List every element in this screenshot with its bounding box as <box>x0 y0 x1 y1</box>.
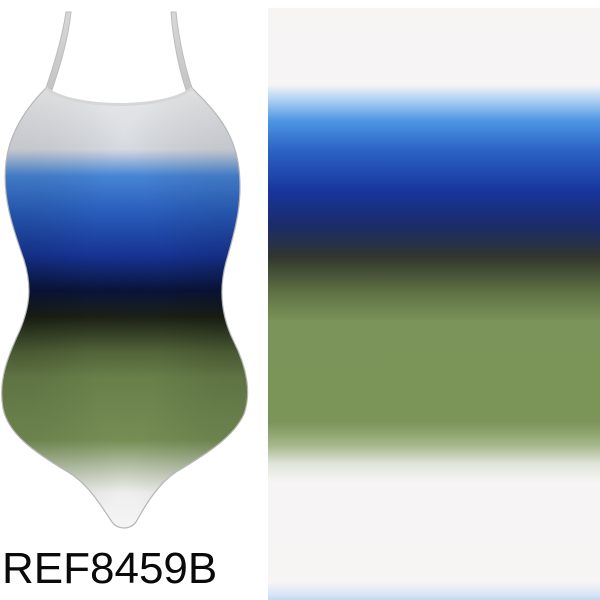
reference-code: REF8459B <box>2 544 218 593</box>
color-gradient-swatch <box>268 8 600 600</box>
swimsuit-illustration <box>1 11 249 529</box>
